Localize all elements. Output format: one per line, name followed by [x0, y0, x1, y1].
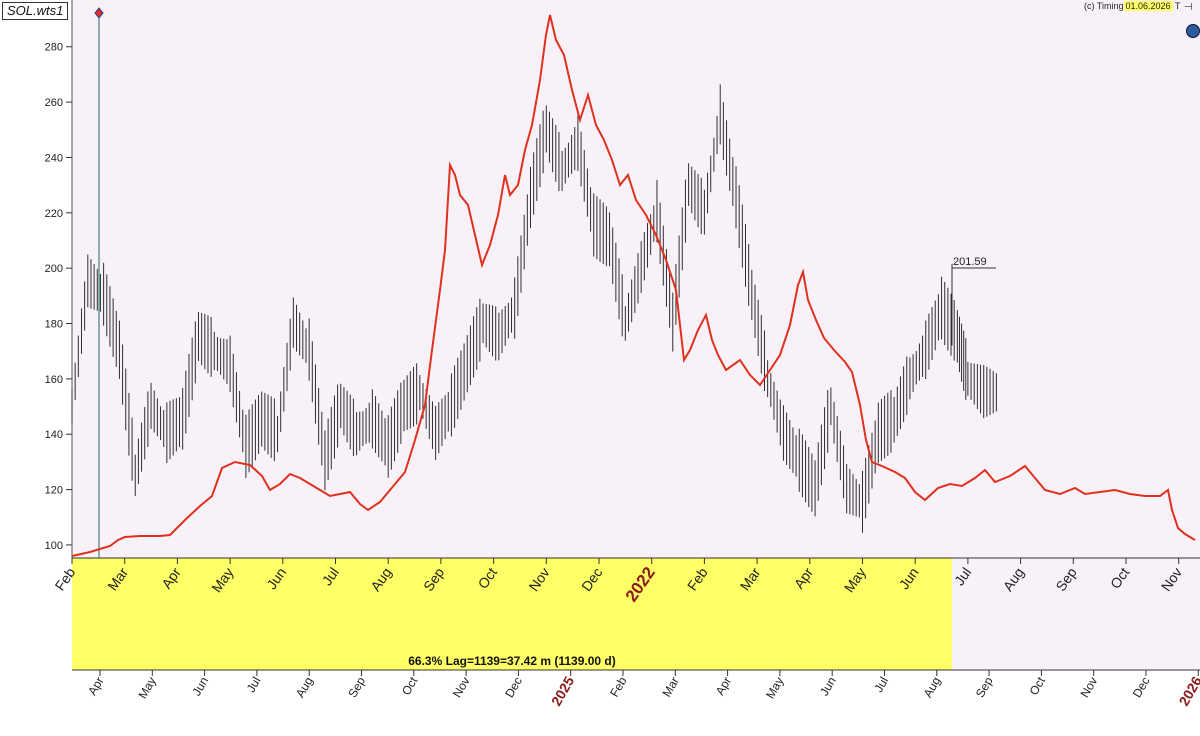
y-tick-label: 180	[45, 319, 63, 331]
last-price-label: 201.59	[953, 256, 987, 268]
y-tick-label: 280	[45, 42, 63, 54]
price-bars	[71, 84, 997, 533]
tool-icon[interactable]: ⊣	[1184, 2, 1193, 13]
plot-area	[72, 0, 1200, 558]
copyright-text: (c) Timing 01.06.2026 T	[1084, 1, 1180, 11]
y-tick-label: 100	[45, 540, 63, 552]
y-tick-label: 160	[45, 374, 63, 386]
copyright-prefix: (c) Timing	[1084, 1, 1124, 11]
lag-info: 66.3% Lag=1139=37.42 m (1139.00 d)	[408, 654, 616, 668]
y-axis-ticks: 100 120 140 160 180 200 220 240 260 280	[45, 42, 72, 552]
globe-icon[interactable]	[1186, 24, 1200, 38]
future-band	[952, 558, 1200, 670]
y-tick-label: 120	[45, 485, 63, 497]
lag-band	[72, 558, 952, 670]
cursor-marker-icon[interactable]	[94, 7, 104, 19]
y-tick-label: 220	[45, 208, 63, 220]
y-tick-label: 140	[45, 429, 63, 441]
y-axis-area	[0, 0, 72, 558]
lower-month-label: Jul	[871, 675, 891, 695]
projection-series-line	[71, 14, 1196, 557]
lower-month-label: Jul	[244, 675, 264, 695]
lower-axis-area	[72, 670, 1200, 736]
y-tick-label: 240	[45, 152, 63, 164]
timing-date: 01.06.2026	[1123, 1, 1173, 11]
y-tick-label: 260	[45, 97, 63, 109]
copyright-suffix: T	[1174, 1, 1181, 11]
symbol-label[interactable]: SOL.wts1	[2, 2, 69, 20]
y-tick-label: 200	[45, 263, 63, 275]
